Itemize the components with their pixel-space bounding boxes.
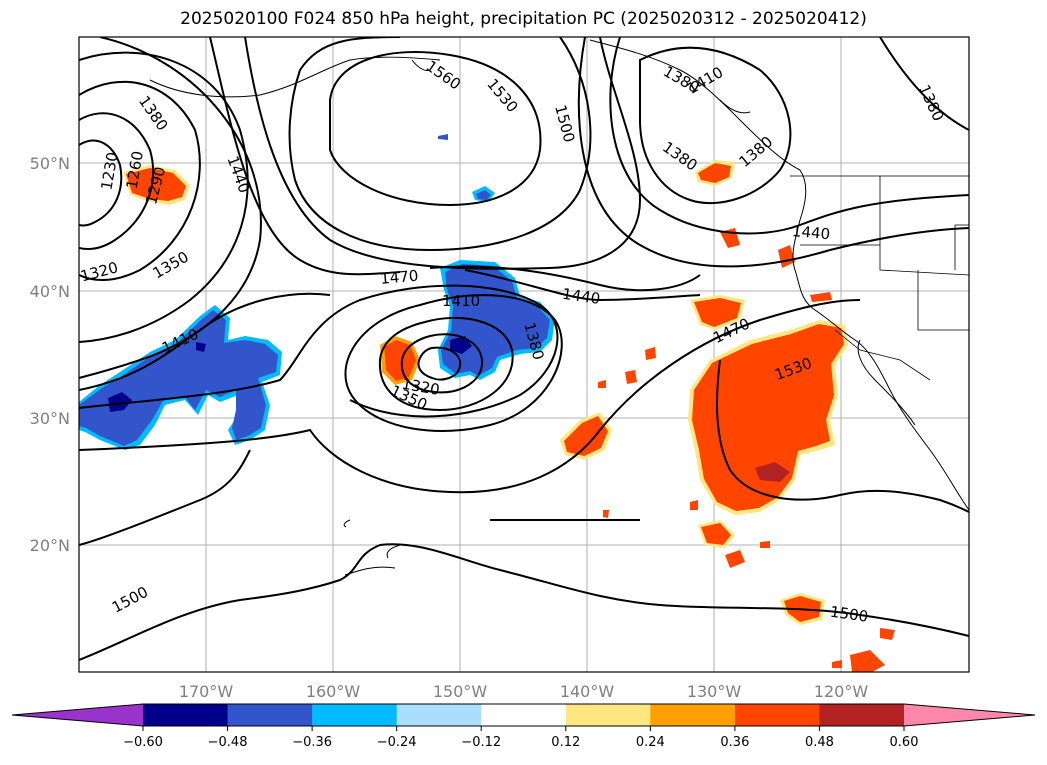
borders bbox=[790, 175, 969, 381]
map-frame bbox=[78, 36, 970, 673]
contour-label: 1410 bbox=[442, 292, 480, 310]
colorbar-swatch bbox=[396, 704, 482, 726]
colorbar-tick-label: 0.12 bbox=[551, 735, 580, 750]
contour-label: 1440 bbox=[561, 285, 601, 308]
colorbar-tick-label: −0.24 bbox=[377, 735, 417, 750]
colorbar: −0.60 −0.48 −0.36 −0.24 −0.12 0.12 0.24 0.36 0.4… bbox=[11, 703, 1036, 750]
colorbar-tick-label: −0.12 bbox=[461, 735, 501, 750]
lon-tick-label: 160°W bbox=[306, 682, 361, 701]
lat-tick-label: 40°N bbox=[30, 282, 70, 301]
colorbar-tick-label: −0.36 bbox=[292, 735, 332, 750]
longitude-labels: 170°W 160°W 150°W 140°W 130°W 120°W bbox=[179, 682, 869, 701]
lat-tick-label: 20°N bbox=[30, 536, 70, 555]
colorbar-extend-max bbox=[904, 704, 1035, 726]
colorbar-swatch bbox=[819, 704, 905, 726]
height-contours bbox=[79, 37, 969, 661]
colorbar-tick-label: 0.24 bbox=[636, 735, 665, 750]
colorbar-tick-label: 0.60 bbox=[890, 735, 919, 750]
colorbar-tick-label: 0.36 bbox=[720, 735, 749, 750]
colorbar-swatch bbox=[227, 704, 313, 726]
coastlines bbox=[149, 39, 969, 576]
lat-tick-label: 30°N bbox=[30, 409, 70, 428]
colorbar-swatches bbox=[11, 703, 1036, 727]
colorbar-tick-label: −0.48 bbox=[208, 735, 248, 750]
lon-tick-label: 130°W bbox=[687, 682, 742, 701]
colorbar-swatch bbox=[481, 704, 567, 726]
colorbar-tick-label: −0.60 bbox=[123, 735, 163, 750]
contour-label: 1440 bbox=[791, 222, 831, 243]
colorbar-ticks: −0.60 −0.48 −0.36 −0.24 −0.12 0.12 0.24 0.36 0.4… bbox=[123, 726, 918, 750]
colorbar-swatch bbox=[650, 704, 736, 726]
contour-label: 1500 bbox=[829, 603, 869, 626]
latitude-labels: 50°N 40°N 30°N 20°N bbox=[30, 154, 70, 555]
lon-tick-label: 140°W bbox=[560, 682, 615, 701]
map-title: 2025020100 F024 850 hPa height, precipit… bbox=[180, 9, 867, 29]
lon-tick-label: 150°W bbox=[433, 682, 488, 701]
lon-tick-label: 170°W bbox=[179, 682, 234, 701]
colorbar-swatch bbox=[565, 704, 651, 726]
colorbar-swatch bbox=[143, 704, 229, 726]
colorbar-swatch bbox=[734, 704, 820, 726]
precip-negative-areas bbox=[79, 134, 555, 450]
lon-tick-label: 120°W bbox=[814, 682, 869, 701]
colorbar-swatch bbox=[312, 704, 398, 726]
contour-label: 1470 bbox=[379, 267, 419, 288]
colorbar-tick-label: 0.48 bbox=[805, 735, 834, 750]
colorbar-extend-min bbox=[12, 704, 143, 726]
lat-tick-label: 50°N bbox=[30, 154, 70, 173]
